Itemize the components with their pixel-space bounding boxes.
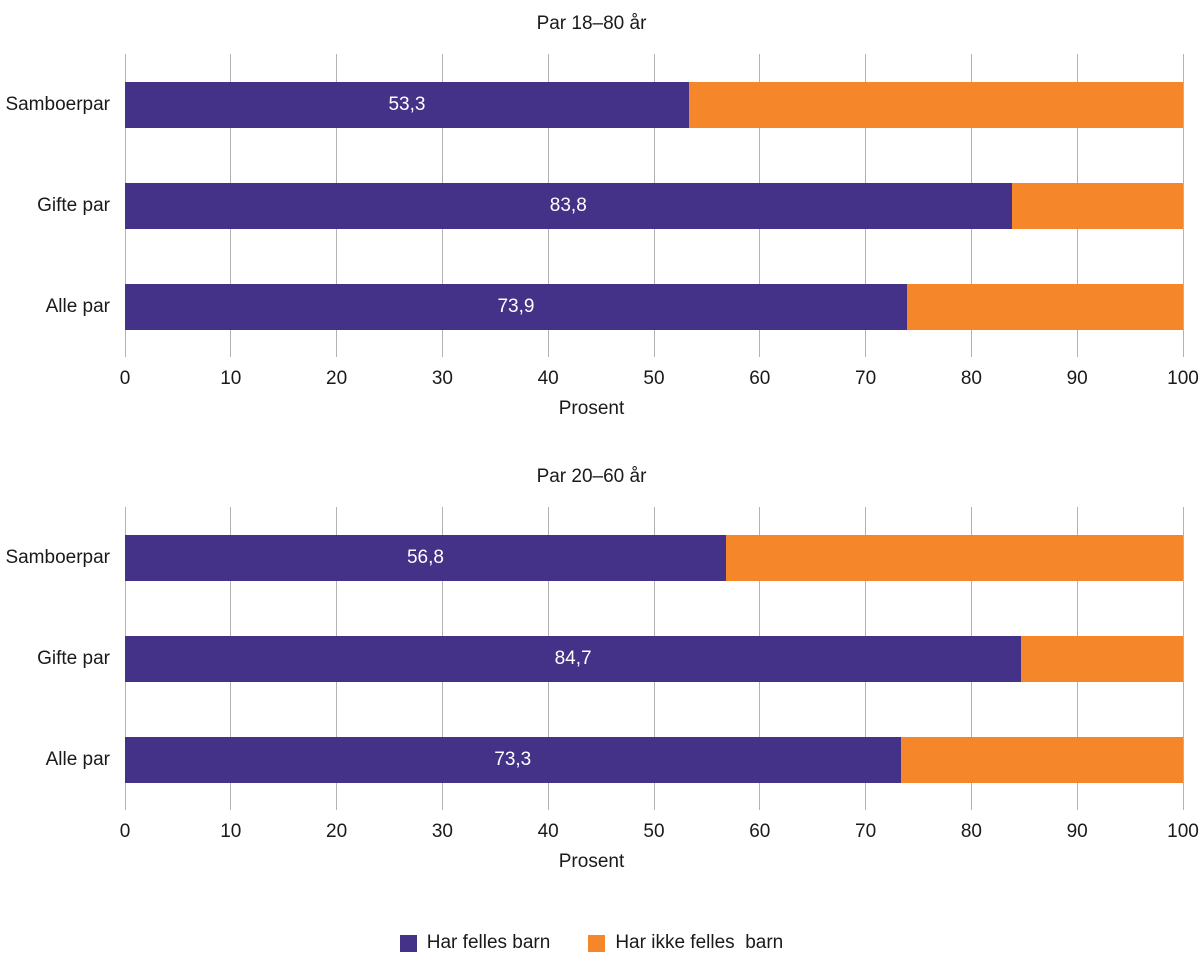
legend-swatch-icon [399, 934, 417, 952]
x-tick-label: 0 [119, 368, 131, 389]
category-label: Gifte par [37, 194, 110, 216]
x-axis-title: Prosent [558, 851, 625, 872]
bar-value-label: 53,3 [388, 93, 426, 115]
bar-rows: 53,3 83,8 73,9 [125, 54, 1183, 357]
x-tick-label: 60 [749, 368, 771, 389]
bar-row: 56,8 [125, 507, 1183, 608]
x-tick-label: 100 [1167, 368, 1199, 389]
plot-area: 53,3 83,8 73,9 [124, 54, 1184, 357]
x-tick-label: 70 [855, 368, 877, 389]
chart-par-18-80: Par 18–80 år Samboerpar Gifte par Alle par… [0, 10, 1199, 423]
category-label: Samboerpar [5, 93, 110, 115]
bar-segment-har-ikke-felles-barn [688, 81, 1183, 128]
x-axis-title: Prosent [558, 398, 625, 419]
bar-segment-har-felles-barn: 56,8 [125, 534, 726, 581]
bar-segment-har-ikke-felles-barn [725, 534, 1183, 581]
x-tick-label: 80 [960, 821, 982, 842]
x-tick-label: 20 [326, 368, 348, 389]
bar-row: 83,8 [125, 155, 1183, 256]
x-tick-label: 20 [326, 821, 348, 842]
x-axis: 0 10 20 30 40 50 60 70 80 90 100 [120, 810, 1199, 848]
gridline [1182, 507, 1184, 810]
bar-row: 73,3 [125, 709, 1183, 810]
legend-item-har-felles-barn: Har felles barn [399, 932, 551, 954]
bar-value-label: 84,7 [554, 647, 592, 669]
bar-segment-har-ikke-felles-barn [906, 283, 1183, 330]
bar-segment-har-ikke-felles-barn [1021, 635, 1183, 682]
chart-title: Par 20–60 år [536, 466, 647, 487]
y-axis-labels: Samboerpar Gifte par Alle par [0, 507, 125, 810]
x-tick-label: 10 [220, 821, 242, 842]
x-tick-label: 60 [749, 821, 771, 842]
bar-rows: 56,8 84,7 73,3 [125, 507, 1183, 810]
x-tick-label: 0 [119, 821, 131, 842]
plot-area: 56,8 84,7 73,3 [124, 507, 1184, 810]
chart-title: Par 18–80 år [536, 13, 647, 34]
legend-label: Har ikke felles barn [615, 932, 784, 953]
x-tick-label: 30 [431, 821, 453, 842]
category-label: Alle par [45, 295, 110, 317]
bar-row: 73,9 [125, 256, 1183, 357]
x-tick-label: 100 [1167, 821, 1199, 842]
x-tick-label: 30 [431, 368, 453, 389]
bar-row: 84,7 [125, 608, 1183, 709]
chart-body: Samboerpar Gifte par Alle par 53,3 83,8 73,9 [0, 54, 1184, 357]
legend-label: Har felles barn [426, 932, 551, 953]
x-tick-label: 10 [220, 368, 242, 389]
legend-swatch-icon [588, 934, 606, 952]
bar-segment-har-felles-barn: 84,7 [125, 635, 1022, 682]
bar-track: 73,3 [125, 736, 1183, 783]
x-tick-label: 80 [960, 368, 982, 389]
bar-value-label: 73,3 [494, 748, 532, 770]
x-tick-label: 70 [855, 821, 877, 842]
bar-segment-har-ikke-felles-barn [1011, 182, 1183, 229]
bar-track: 73,9 [125, 283, 1183, 330]
bar-value-label: 83,8 [549, 194, 587, 216]
bar-segment-har-felles-barn: 73,9 [125, 283, 907, 330]
bar-track: 53,3 [125, 81, 1183, 128]
x-tick-label: 90 [1066, 821, 1088, 842]
category-label: Gifte par [37, 647, 110, 669]
bar-segment-har-felles-barn: 83,8 [125, 182, 1012, 229]
x-tick-label: 90 [1066, 368, 1088, 389]
bar-row: 53,3 [125, 54, 1183, 155]
bar-track: 83,8 [125, 182, 1183, 229]
x-tick-label: 40 [537, 821, 559, 842]
gridline [1182, 54, 1184, 357]
bar-segment-har-felles-barn: 53,3 [125, 81, 689, 128]
bar-track: 56,8 [125, 534, 1183, 581]
y-axis-labels: Samboerpar Gifte par Alle par [0, 54, 125, 357]
x-tick-label: 50 [643, 821, 665, 842]
category-label: Samboerpar [5, 546, 110, 568]
x-tick-label: 40 [537, 368, 559, 389]
bar-value-label: 73,9 [497, 295, 535, 317]
legend-item-har-ikke-felles-barn: Har ikke felles barn [588, 932, 783, 954]
bar-segment-har-felles-barn: 73,3 [125, 736, 901, 783]
legend: Har felles barn Har ikke felles barn [0, 927, 1183, 959]
x-axis: 0 10 20 30 40 50 60 70 80 90 100 [120, 357, 1199, 395]
chart-par-20-60: Par 20–60 år Samboerpar Gifte par Alle par… [0, 463, 1199, 876]
bar-value-label: 56,8 [406, 546, 444, 568]
bar-track: 84,7 [125, 635, 1183, 682]
x-tick-label: 50 [643, 368, 665, 389]
bar-segment-har-ikke-felles-barn [900, 736, 1183, 783]
chart-body: Samboerpar Gifte par Alle par 56,8 84,7 73,3 [0, 507, 1184, 810]
category-label: Alle par [45, 748, 110, 770]
